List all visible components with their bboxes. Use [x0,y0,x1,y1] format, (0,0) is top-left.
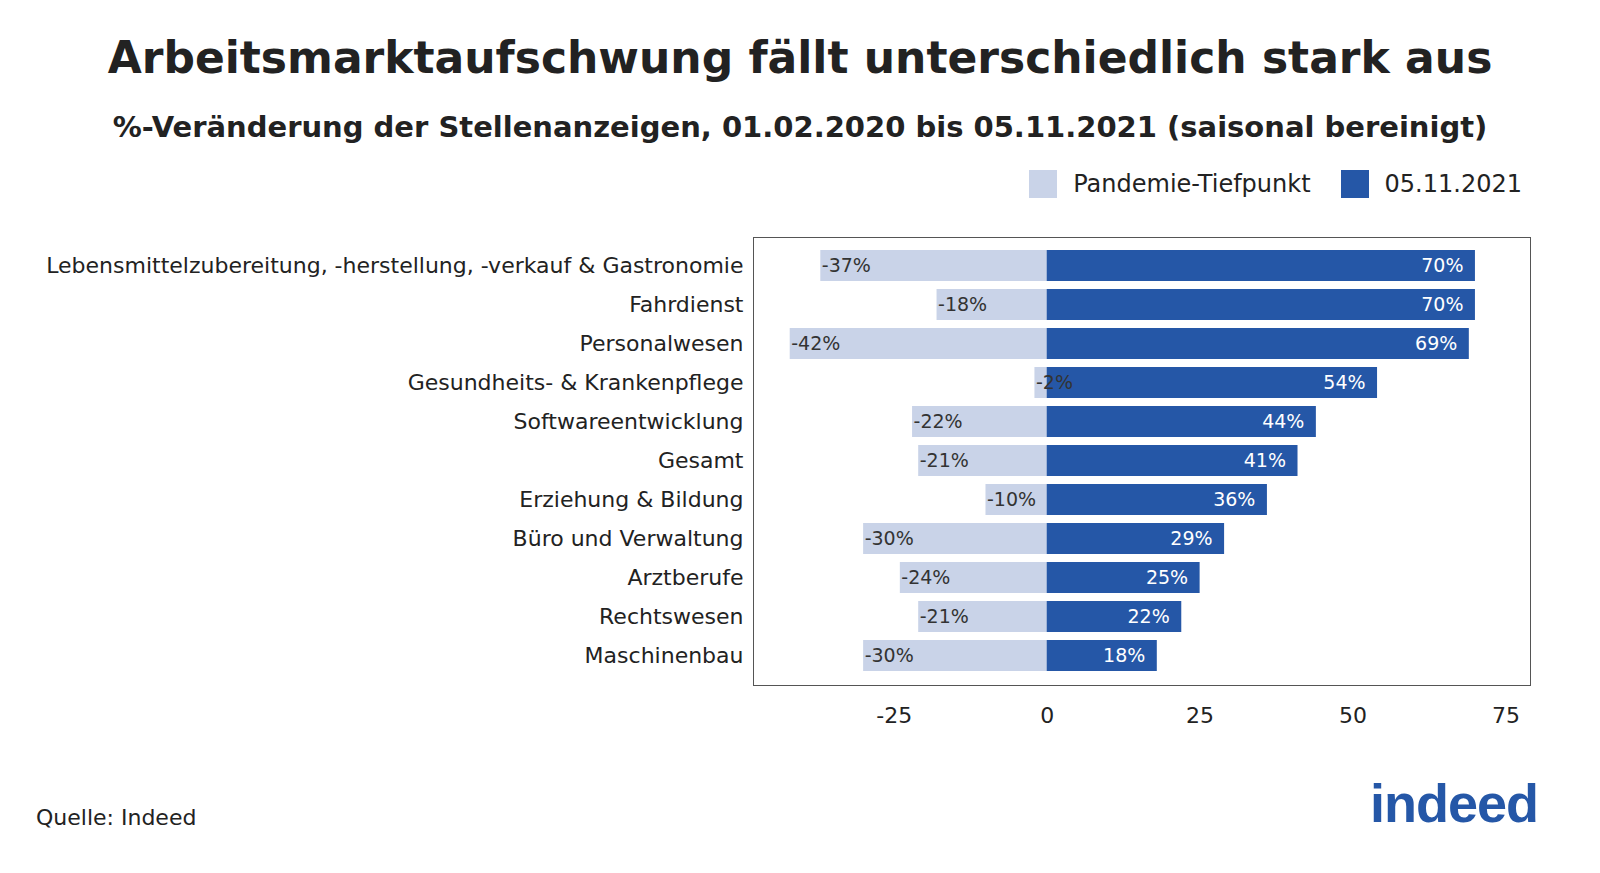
svg-text:-37%: -37% [822,254,871,276]
svg-text:44%: 44% [1262,410,1304,432]
svg-text:-18%: -18% [938,293,987,315]
html-text:Pandemie-Tiefpunkt: Pandemie-Tiefpunkt [1073,170,1311,198]
svg-text:70%: 70% [1421,254,1463,276]
svg-text:Personalwesen: Personalwesen [580,331,744,356]
svg-text:-21%: -21% [920,605,969,627]
svg-text:Softwareentwicklung: Softwareentwicklung [514,409,744,434]
svg-text:-24%: -24% [901,566,950,588]
html-text:05.11.2021: 05.11.2021 [1384,170,1522,198]
svg-text:Fahrdienst: Fahrdienst [629,292,744,317]
svg-text:29%: 29% [1170,527,1212,549]
svg-text:70%: 70% [1421,293,1463,315]
svg-text:22%: 22% [1128,605,1170,627]
svg-text:36%: 36% [1213,488,1255,510]
svg-text:69%: 69% [1415,332,1457,354]
svg-text:-30%: -30% [865,527,914,549]
svg-text:54%: 54% [1323,371,1365,393]
svg-text:Arztberufe: Arztberufe [627,565,743,590]
html-text:%-Veränderung der Stellenanzei: %-Veränderung der Stellenanzeigen, 01.02… [112,110,1488,144]
svg-text:-25: -25 [876,703,912,728]
svg-text:75: 75 [1492,703,1520,728]
svg-text:-30%: -30% [865,644,914,666]
html-text:Quelle: Indeed: Quelle: Indeed [36,805,197,830]
svg-text:Erziehung & Bildung: Erziehung & Bildung [519,487,743,512]
svg-text:Gesundheits- & Krankenpflege: Gesundheits- & Krankenpflege [408,370,744,395]
svg-text:-10%: -10% [987,488,1036,510]
svg-text:50: 50 [1339,703,1367,728]
svg-text:18%: 18% [1103,644,1145,666]
svg-text:Lebensmittelzubereitung, -hers: Lebensmittelzubereitung, -herstellung, -… [46,253,743,278]
svg-text:-21%: -21% [920,449,969,471]
svg-text:41%: 41% [1244,449,1286,471]
svg-text:-22%: -22% [914,410,963,432]
svg-text:Gesamt: Gesamt [658,448,744,473]
html-text:indeed: indeed [1370,773,1538,833]
svg-text:25%: 25% [1146,566,1188,588]
svg-text:25: 25 [1186,703,1214,728]
svg-text:0: 0 [1040,703,1054,728]
html-text:Arbeitsmarktaufschwung fällt u: Arbeitsmarktaufschwung fällt unterschied… [107,32,1493,83]
svg-text:-2%: -2% [1036,371,1073,393]
svg-text:Maschinenbau: Maschinenbau [585,643,744,668]
svg-text:-42%: -42% [791,332,840,354]
svg-text:Büro und Verwaltung: Büro und Verwaltung [513,526,744,551]
svg-text:Rechtswesen: Rechtswesen [599,604,743,629]
